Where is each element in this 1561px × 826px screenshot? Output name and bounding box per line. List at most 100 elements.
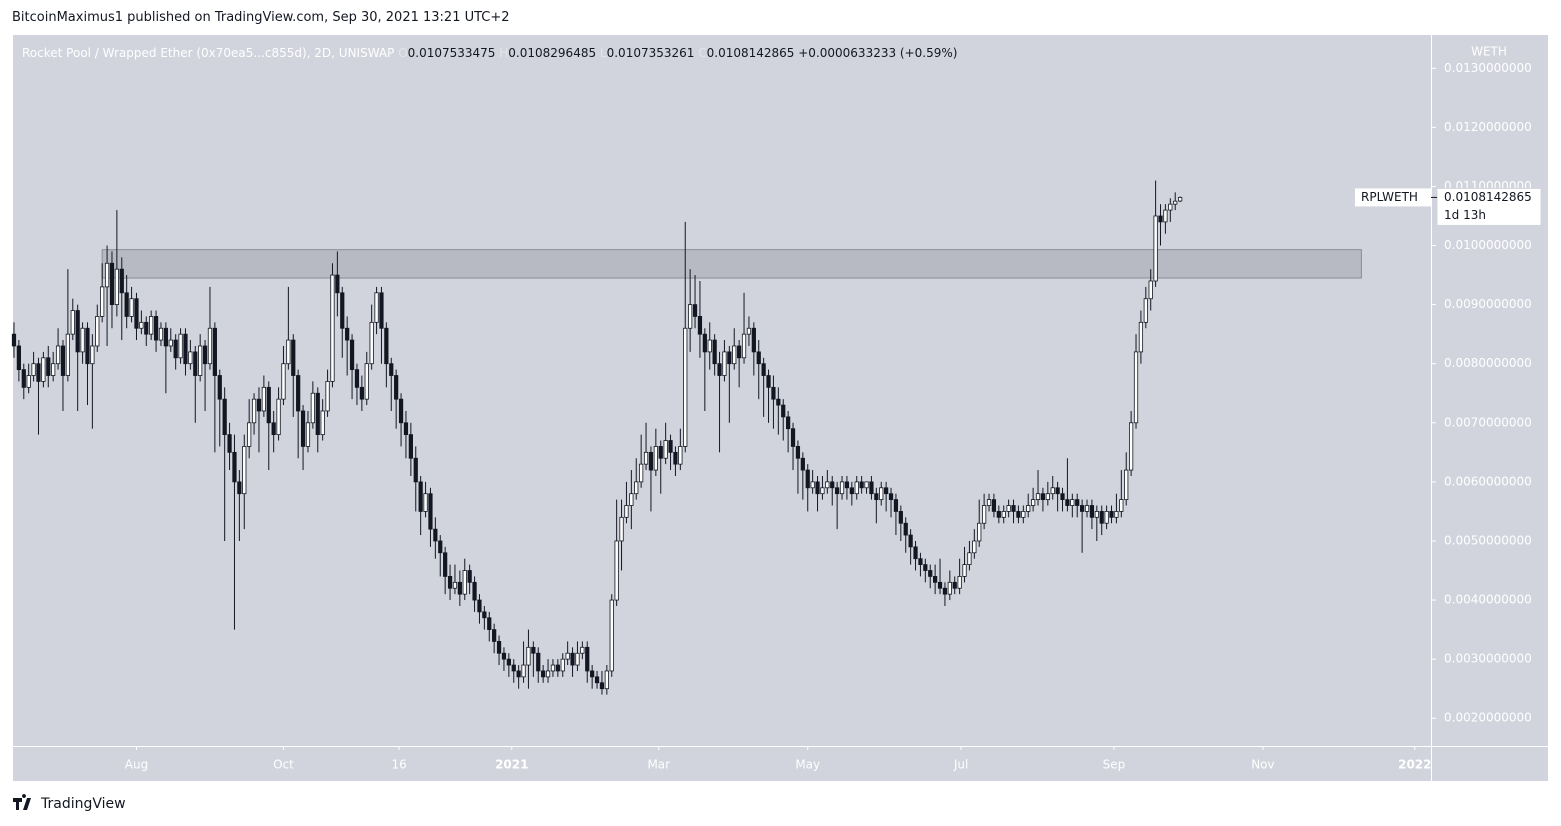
candle-body — [340, 292, 345, 329]
candle-body — [531, 646, 536, 654]
candle-body — [893, 499, 899, 512]
candle-body — [839, 481, 845, 495]
candle-body — [496, 641, 502, 654]
candle-body — [918, 558, 923, 566]
chart-frame — [12, 34, 1549, 782]
candle-body — [952, 581, 957, 589]
candle-body — [193, 351, 198, 376]
candle-body — [447, 576, 453, 589]
candle-body — [967, 552, 972, 566]
candle-body — [879, 487, 884, 501]
candle-body — [1153, 215, 1158, 282]
candle-body — [75, 310, 80, 353]
countdown: 1d 13h — [1444, 208, 1486, 222]
change-label: +0.0000633233 (+0.59%) — [798, 46, 957, 60]
candle-body — [114, 268, 119, 306]
candle-body — [330, 274, 335, 382]
candle-body — [1070, 499, 1075, 506]
candle-body — [933, 576, 938, 583]
footer-logo — [13, 794, 31, 810]
candle-body — [457, 581, 462, 595]
x-tick-label: Mar — [647, 758, 670, 772]
candle-body — [369, 321, 374, 365]
candle-body — [1075, 499, 1080, 506]
legend: Rocket Pool / Wrapped Ether (0x70ea5...c… — [22, 46, 957, 60]
candle-body — [884, 487, 889, 495]
candle-body — [942, 587, 948, 595]
candle-body — [668, 440, 673, 453]
candle-body — [771, 386, 776, 400]
y-tick-label: 0.0120000000 — [1444, 120, 1532, 134]
candle-body — [232, 451, 237, 483]
candle-body — [727, 351, 732, 365]
candle-body — [751, 327, 756, 353]
candle-body — [212, 327, 217, 376]
candle-body — [178, 333, 183, 359]
candle-body — [1016, 511, 1021, 518]
candle-body — [423, 493, 428, 512]
candle-body — [594, 676, 600, 684]
candle-body — [354, 369, 360, 388]
x-tick-label: Nov — [1251, 758, 1274, 772]
candle-body — [222, 398, 227, 436]
candle-body — [786, 416, 791, 430]
candle-body — [898, 511, 903, 524]
candle-body — [673, 451, 678, 465]
candle-body — [982, 505, 987, 524]
x-tick-label: Oct — [273, 758, 294, 772]
candle-body — [1163, 209, 1168, 223]
candle-body — [844, 481, 850, 489]
candle-body — [158, 327, 164, 341]
candle-body — [144, 321, 149, 335]
candle-body — [261, 386, 266, 412]
candle-body — [300, 410, 306, 447]
header: BitcoinMaximus1 published on TradingView… — [12, 10, 510, 25]
candle-body — [825, 481, 830, 489]
candle-body — [580, 646, 585, 654]
candle-body — [139, 321, 144, 329]
candle-body — [1006, 505, 1011, 512]
candle-body — [585, 646, 590, 672]
ohlc-key: O — [398, 46, 407, 60]
candle-body — [746, 327, 752, 335]
candle-body — [482, 611, 487, 619]
candle-body — [702, 333, 707, 353]
candle-body — [810, 481, 815, 489]
candle-body — [408, 434, 413, 459]
candle-body — [590, 670, 595, 678]
ohlc-key: C — [698, 46, 706, 60]
candle-body — [683, 327, 688, 447]
candle-body — [320, 410, 325, 436]
candle-body — [1050, 487, 1055, 495]
candle-body — [908, 534, 913, 548]
candle-body — [712, 339, 717, 365]
candle-body — [492, 629, 497, 642]
candle-body — [119, 268, 124, 294]
resistance-zone — [101, 249, 1362, 279]
candle-body — [286, 339, 291, 365]
candle-body — [986, 499, 992, 506]
candle-body — [325, 381, 330, 412]
y-tick-label: 0.0130000000 — [1444, 61, 1532, 75]
candle-body — [46, 357, 51, 376]
candle-body — [242, 446, 247, 495]
candle-body — [1133, 351, 1139, 424]
candle-body — [1055, 487, 1060, 495]
candle-body — [11, 333, 17, 347]
candle-body — [923, 564, 928, 571]
candle-body — [639, 463, 644, 483]
candle-body — [1089, 505, 1095, 518]
candle-body — [536, 652, 541, 672]
candle-body — [104, 262, 110, 288]
x-tick-label: May — [795, 758, 820, 772]
candle-body — [678, 446, 683, 465]
y-tick-label: 0.0030000000 — [1444, 652, 1532, 666]
candle-body — [820, 487, 825, 495]
candle-body — [433, 528, 438, 542]
candle-body — [266, 386, 271, 424]
y-tick-label: 0.0100000000 — [1444, 238, 1532, 252]
y-tick-label: 0.0040000000 — [1444, 593, 1532, 607]
candle-body — [560, 658, 565, 672]
candle-body — [1148, 280, 1153, 300]
